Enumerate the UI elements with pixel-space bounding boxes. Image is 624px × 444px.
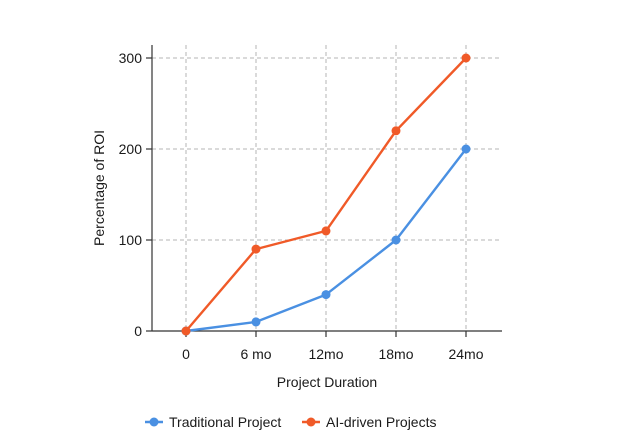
x-axis-title: Project Duration xyxy=(277,374,377,390)
data-point[interactable] xyxy=(391,235,401,245)
legend-item-traditional[interactable]: Traditional Project xyxy=(145,414,281,430)
legend-swatch-marker xyxy=(149,417,159,427)
grid-lines xyxy=(152,45,502,331)
axes xyxy=(151,45,502,332)
data-point[interactable] xyxy=(391,126,401,136)
data-point[interactable] xyxy=(321,290,331,300)
y-tick-labels: 0 100 200 300 xyxy=(119,50,152,339)
data-point[interactable] xyxy=(251,317,261,327)
x-tick-labels: 0 6 mo 12mo 18mo 24mo xyxy=(182,331,484,362)
data-point[interactable] xyxy=(461,144,471,154)
series-ai-driven xyxy=(181,53,471,336)
y-axis-title: Percentage of ROI xyxy=(91,130,107,246)
x-tick-label: 24mo xyxy=(448,346,483,362)
data-point[interactable] xyxy=(461,53,471,63)
legend-label: Traditional Project xyxy=(169,414,281,430)
series-line xyxy=(185,148,467,333)
legend-item-ai-driven[interactable]: AI-driven Projects xyxy=(302,414,436,430)
legend-swatch-marker xyxy=(306,417,316,427)
x-tick-label: 0 xyxy=(182,346,190,362)
data-point[interactable] xyxy=(251,244,261,254)
legend-label: AI-driven Projects xyxy=(326,414,436,430)
x-tick-label: 18mo xyxy=(378,346,413,362)
y-tick-label: 0 xyxy=(134,323,142,339)
y-tick-label: 100 xyxy=(119,232,143,248)
y-tick-label: 200 xyxy=(119,141,143,157)
data-point[interactable] xyxy=(181,326,191,336)
y-tick-label: 300 xyxy=(119,50,143,66)
series-lines xyxy=(181,53,471,336)
x-tick-label: 12mo xyxy=(308,346,343,362)
legend[interactable]: Traditional Project AI-driven Projects xyxy=(145,414,436,430)
data-point[interactable] xyxy=(321,226,331,236)
x-tick-label: 6 mo xyxy=(240,346,271,362)
